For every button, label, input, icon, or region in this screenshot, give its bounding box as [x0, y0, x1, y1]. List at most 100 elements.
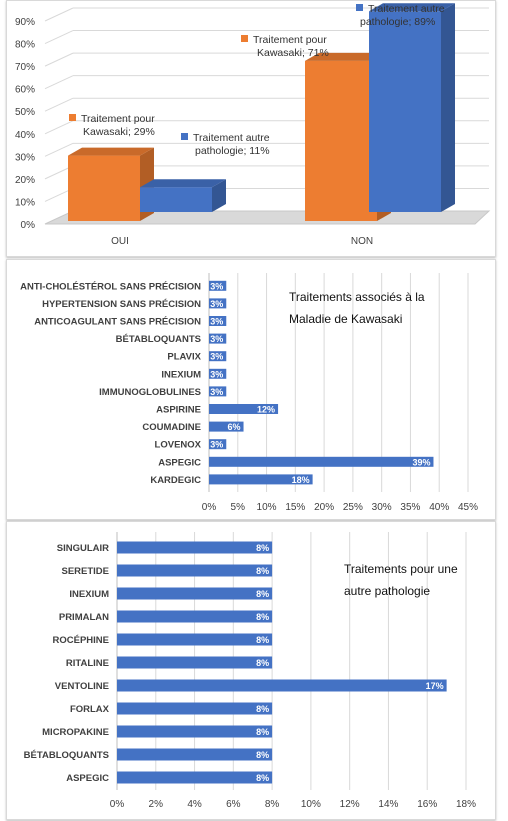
gridline-side	[44, 120, 74, 135]
category-label: INEXIUM	[69, 589, 109, 600]
bar	[117, 633, 273, 646]
category-label: ANTI-CHOLÉSTÉROL SANS PRÉCISION	[20, 281, 201, 292]
blue-square-icon	[181, 133, 188, 140]
bar-value-label: 3%	[210, 317, 223, 327]
category-label: KARDEGIC	[150, 475, 201, 486]
data-label-kawasaki-oui: Traitement pour Kawasaki; 29%	[69, 113, 155, 139]
x-tick-label: NON	[351, 236, 373, 247]
category-label: PRIMALAN	[59, 612, 109, 623]
bar-value-label: 12%	[257, 405, 275, 415]
y-tick-label: 70%	[15, 62, 35, 73]
x-tick-label: 5%	[231, 502, 246, 513]
x-tick-label: 16%	[417, 799, 437, 810]
annotation-line: Traitements pour une	[344, 562, 458, 576]
category-label: FORLAX	[70, 704, 110, 715]
bar-side	[212, 179, 226, 212]
x-tick-label: 14%	[378, 799, 398, 810]
bar	[209, 368, 227, 379]
bar-value-label: 8%	[256, 727, 269, 737]
bar-front	[305, 60, 377, 221]
category-label: PLAVIX	[167, 352, 201, 363]
x-tick-label: 35%	[400, 502, 420, 513]
bar	[117, 748, 273, 761]
bar	[209, 421, 244, 432]
data-label-line: pathologie; 89%	[360, 16, 436, 28]
category-label: ASPEGIC	[66, 773, 109, 784]
annotation-line: Traitements associés à la	[289, 290, 425, 304]
annotation-line: autre pathologie	[344, 584, 431, 598]
gridline-side	[44, 142, 74, 157]
bar-value-label: 3%	[210, 369, 223, 379]
bar	[117, 541, 273, 554]
y-tick-label: 0%	[21, 220, 36, 231]
category-label: RITALINE	[66, 658, 109, 669]
x-tick-label: 10%	[257, 502, 277, 513]
data-label-line: Traitement pour	[253, 34, 327, 46]
bar-value-label: 3%	[210, 299, 223, 309]
chart-kawasaki-treatments: 0% 5% 10% 15% 20% 25% 30% 35% 40% 45% ANTI-CHOLÉST…	[6, 259, 496, 520]
y-tick-label: 40%	[15, 130, 35, 141]
blue-square-icon	[356, 4, 363, 11]
chart2-annotation: Traitements associés à la Maladie de Kaw…	[289, 286, 425, 330]
y-tick-label: 10%	[15, 197, 35, 208]
chart2-svg: 0% 5% 10% 15% 20% 25% 30% 35% 40% 45% ANTI-CHOLÉST…	[20, 273, 478, 513]
gridline-side	[44, 30, 74, 45]
y-tick-label: 20%	[15, 175, 35, 186]
bar-value-label: 18%	[292, 475, 310, 485]
bar	[209, 316, 227, 326]
category-label: INEXIUM	[161, 369, 201, 380]
bar-value-label: 3%	[210, 334, 223, 344]
category-label: ANTICOAGULANT SANS PRÉCISION	[34, 317, 201, 328]
data-label-autre-oui: Traitement autre pathologie; 11%	[181, 132, 270, 158]
bar	[209, 333, 227, 344]
bar-value-label: 8%	[256, 543, 269, 553]
gridline-side	[44, 97, 74, 112]
gridline-side	[44, 52, 74, 67]
category-label: BÉTABLOQUANTS	[116, 334, 201, 345]
chart3-svg: 0% 2% 4% 6% 8% 10% 12% 14% 16% 18% SINGULAIR 8% SERE…	[24, 532, 476, 810]
category-label: SERETIDE	[61, 566, 109, 577]
chart3-annotation: Traitements pour une autre pathologie	[344, 558, 458, 602]
x-tick-label: 0%	[202, 502, 217, 513]
gridline-side	[44, 7, 74, 22]
bar-value-label: 8%	[256, 589, 269, 599]
data-label-line: Kawasaki; 29%	[83, 126, 155, 138]
bar-value-label: 3%	[210, 281, 223, 291]
x-tick-label: 20%	[314, 502, 334, 513]
bar	[209, 439, 227, 450]
bar-value-label: 3%	[210, 387, 223, 397]
bar-top	[68, 147, 154, 156]
bar	[209, 280, 227, 291]
bar-value-label: 6%	[228, 422, 241, 432]
bar	[209, 351, 227, 362]
orange-square-icon	[69, 114, 76, 121]
bar-value-label: 8%	[256, 658, 269, 668]
bar	[209, 474, 313, 485]
category-label: VENTOLINE	[55, 681, 109, 692]
gridline-side	[44, 75, 74, 90]
x-tick-label: 30%	[372, 502, 392, 513]
bar-value-label: 17%	[426, 681, 444, 691]
bar-front	[369, 11, 441, 213]
annotation-line: Maladie de Kawasaki	[289, 312, 403, 326]
x-tick-label: 0%	[110, 799, 125, 810]
x-tick-label: OUI	[111, 236, 129, 247]
data-label-autre-non: Traitement autre pathologie; 89%	[356, 3, 445, 29]
bar	[209, 298, 227, 309]
bar	[117, 725, 273, 738]
chart1-svg: 0% 10% 20% 30% 40% 50% 60% 70% 80% 90% OUI NON	[15, 3, 491, 247]
x-tick-label: 8%	[265, 799, 280, 810]
bar	[117, 771, 273, 784]
y-tick-label: 60%	[15, 85, 35, 96]
category-label: IMMUNOGLOBULINES	[99, 387, 201, 398]
x-tick-label: 4%	[187, 799, 202, 810]
bar-front	[68, 155, 140, 221]
data-label-line: Traitement pour	[81, 113, 155, 125]
bar	[117, 564, 273, 577]
bar	[117, 587, 273, 600]
bar-value-label: 8%	[256, 750, 269, 760]
chart-treatment-oui-non: 0% 10% 20% 30% 40% 50% 60% 70% 80% 90% OUI NON Trai…	[6, 0, 496, 257]
bar-value-label: 8%	[256, 635, 269, 645]
bar-value-label: 3%	[210, 440, 223, 450]
data-label-kawasaki-non: Traitement pour Kawasaki; 71%	[241, 34, 329, 60]
